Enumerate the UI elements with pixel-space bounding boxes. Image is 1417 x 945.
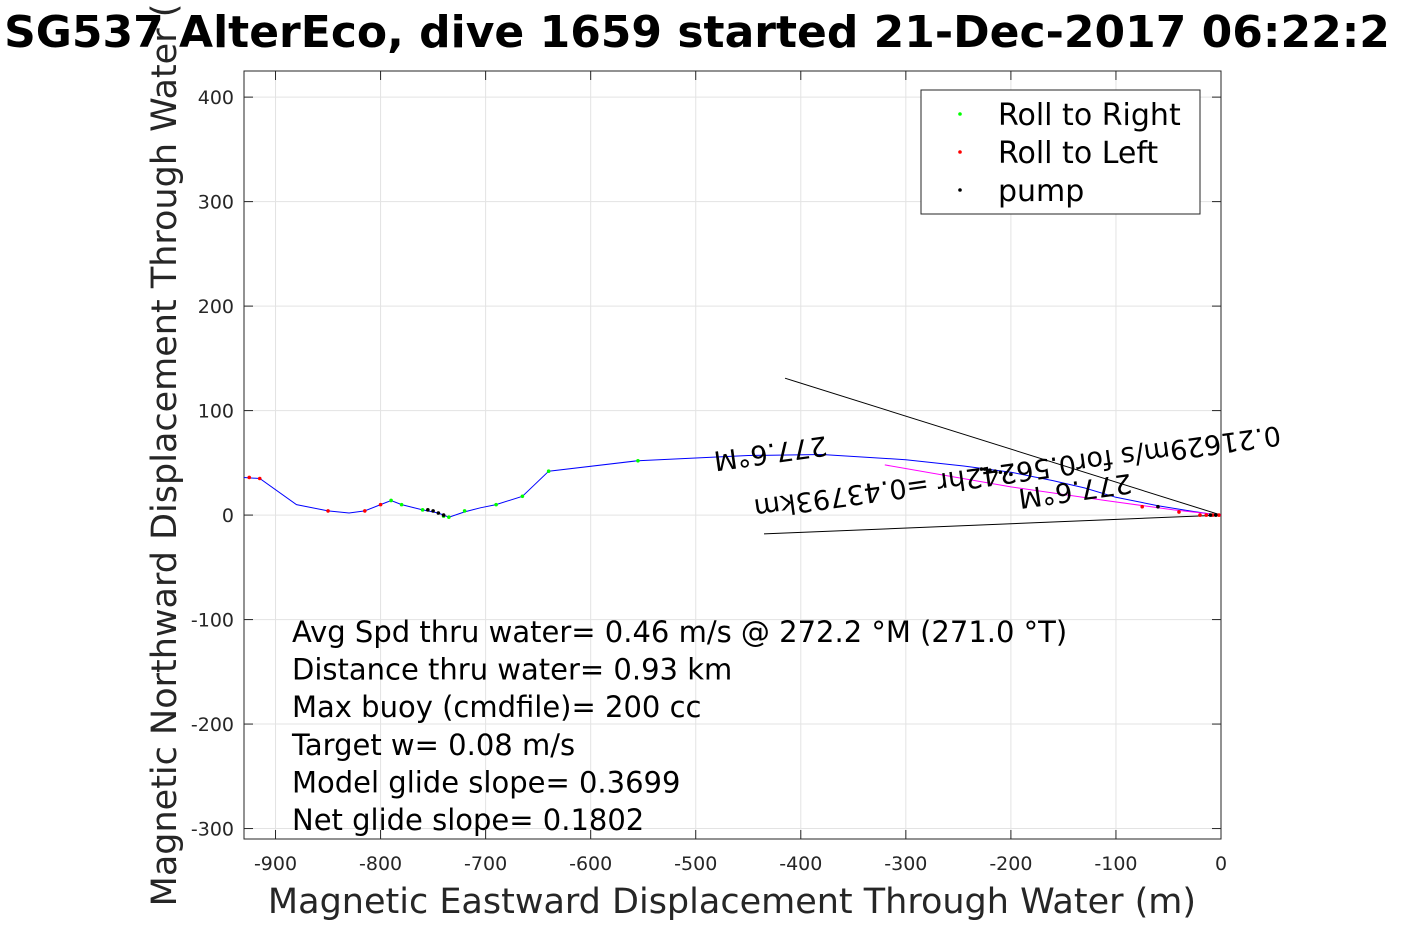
roll-right-point	[389, 498, 393, 503]
pump-point	[993, 469, 997, 473]
roll-left-point	[1204, 513, 1209, 517]
summary-note: Avg Spd thru water= 0.46 m/s @ 272.2 °M …	[292, 615, 1067, 649]
pump-point	[441, 513, 446, 517]
x-tick-label: -700	[464, 853, 507, 875]
pump-point	[988, 468, 992, 472]
summary-note: Target w= 0.08 m/s	[291, 728, 575, 762]
y-tick-label: 400	[198, 87, 234, 109]
pump-point	[431, 509, 435, 513]
chart-title: SG537 AlterEco, dive 1659 started 21-Dec…	[4, 7, 1390, 58]
legend-marker	[958, 150, 962, 154]
roll-left-point	[1140, 504, 1145, 509]
summary-note: Model glide slope= 0.3699	[292, 765, 680, 799]
wedge-line	[784, 377, 1222, 516]
data-points	[247, 458, 1221, 519]
pump-point	[1213, 513, 1218, 517]
legend-marker	[958, 188, 962, 192]
roll-right-point	[636, 458, 640, 463]
summary-note: Max buoy (cmdfile)= 200 cc	[292, 690, 701, 724]
pump-point	[982, 467, 987, 471]
x-tick-label: -500	[674, 853, 717, 875]
pump-point	[998, 470, 1003, 475]
legend-box	[920, 89, 1201, 215]
dive-track-line	[243, 453, 1222, 518]
y-tick-labels: -300 -200 -100 0 100 200 300 400	[191, 87, 234, 840]
x-tick-label: -600	[569, 853, 612, 875]
y-tick-label: -200	[191, 714, 234, 736]
legend-label: Roll to Right	[998, 98, 1181, 133]
pump-point	[979, 467, 984, 471]
roll-right-point	[399, 502, 404, 507]
pump-point	[1009, 472, 1013, 477]
pump-point	[1208, 513, 1213, 517]
roll-right-point	[462, 509, 467, 513]
current-annotation: 0.21629m/s for0.56242hr =0.43793km	[752, 419, 1283, 524]
roll-right-point	[447, 515, 451, 519]
legend-marker	[958, 112, 962, 116]
x-tick-labels: -900 -800 -700 -600 -500 -400 -300 -200 -100 0	[254, 853, 1227, 875]
summary-notes: Avg Spd thru water= 0.46 m/s @ 272.2 °M …	[291, 615, 1067, 837]
roll-left-point	[247, 475, 252, 480]
current-line	[884, 464, 1222, 516]
roll-left-point	[363, 509, 367, 513]
roll-left-point	[1198, 513, 1202, 517]
roll-right-point	[420, 508, 425, 512]
y-tick-label: -300	[191, 819, 234, 841]
grid	[244, 71, 1222, 839]
y-tick-label: 100	[198, 401, 234, 423]
roll-left-point	[1217, 513, 1221, 517]
y-tick-label: 300	[198, 192, 234, 214]
y-tick-label: -100	[191, 610, 234, 632]
roll-right-point	[520, 494, 525, 499]
pump-point	[436, 511, 441, 515]
x-tick-label: -200	[989, 853, 1032, 875]
x-axis-label: Magnetic Eastward Displacement Through W…	[268, 882, 1196, 922]
y-axis-label: Magnetic Northward Displacement Through …	[145, 4, 185, 907]
x-tick-label: -800	[359, 853, 402, 875]
x-tick-label: -900	[254, 853, 297, 875]
y-tick-label: 0	[222, 505, 234, 527]
pump-point	[1156, 504, 1160, 509]
current-annotation: 277.6°M	[712, 429, 829, 476]
roll-left-point	[378, 502, 383, 507]
heading-wedge	[763, 377, 1222, 535]
summary-note: Net glide slope= 0.1802	[292, 803, 644, 837]
summary-note: Distance thru water= 0.93 km	[292, 653, 732, 687]
plot-area	[243, 70, 1222, 840]
roll-left-point	[326, 509, 330, 513]
roll-left-point	[257, 476, 262, 481]
pump-point	[426, 508, 430, 512]
x-tick-label: -400	[779, 853, 822, 875]
wedge-line	[763, 514, 1222, 535]
roll-right-point	[494, 502, 498, 507]
y-tick-label: 200	[198, 296, 234, 318]
roll-left-point	[1177, 510, 1181, 514]
legend-label: Roll to Left	[998, 136, 1158, 171]
x-tick-label: -100	[1094, 853, 1137, 875]
legend-label: pump	[998, 174, 1084, 209]
x-tick-label: -300	[884, 853, 927, 875]
x-tick-label: 0	[1215, 853, 1227, 875]
pump-point	[1003, 471, 1008, 476]
roll-right-point	[546, 469, 551, 473]
